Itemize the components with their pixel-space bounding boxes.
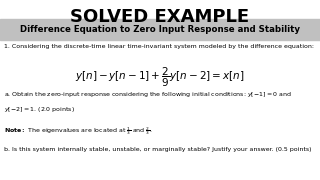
Text: $y[n] - y[n-1] + \dfrac{2}{9}y[n-2] = x[n]$: $y[n] - y[n-1] + \dfrac{2}{9}y[n-2] = x[… [75, 66, 245, 89]
Text: b. Is this system internally stable, unstable, or marginally stable? Justify you: b. Is this system internally stable, uns… [4, 147, 311, 152]
Text: SOLVED EXAMPLE: SOLVED EXAMPLE [70, 8, 250, 26]
Text: $\mathbf{Note:}$ The eigenvalues are located at $\frac{1}{3}$ and $\frac{2}{3}$.: $\mathbf{Note:}$ The eigenvalues are loc… [4, 125, 153, 137]
Bar [0, 19, 320, 40]
Text: $y[-2] = 1$. (2.0 points): $y[-2] = 1$. (2.0 points) [4, 105, 75, 114]
Text: 1. Considering the discrete-time linear time-invariant system modeled by the dif: 1. Considering the discrete-time linear … [4, 44, 314, 49]
Text: Difference Equation to Zero Input Response and Stability: Difference Equation to Zero Input Respon… [20, 25, 300, 34]
Text: a. Obtain the zero-input response considering the following initial conditions: : a. Obtain the zero-input response consid… [4, 90, 292, 99]
